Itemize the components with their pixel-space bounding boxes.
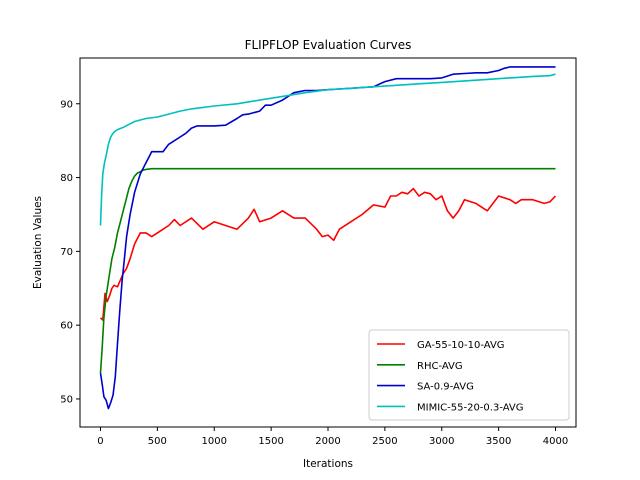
x-tick-label: 1500	[258, 436, 283, 447]
plot-area	[99, 66, 557, 410]
legend-label-1: GA-55-10-10-AVG	[417, 340, 505, 351]
y-tick-label: 80	[60, 173, 73, 184]
x-tick-label: 500	[148, 436, 167, 447]
x-axis-label: Iterations	[303, 458, 353, 470]
y-axis-label: Evaluation Values	[32, 196, 44, 289]
y-tick-label: 50	[60, 394, 73, 405]
series-line-3	[99, 66, 556, 410]
legend-box	[368, 329, 570, 421]
x-tick-label: 1000	[202, 436, 227, 447]
y-tick-label: 90	[60, 99, 73, 110]
y-tick-label: 60	[60, 321, 73, 332]
chart-title: FLIPFLOP Evaluation Curves	[245, 38, 412, 52]
x-tick-label: 3500	[486, 436, 511, 447]
x-tick-label: 3000	[429, 436, 454, 447]
x-tick-label: 0	[97, 436, 103, 447]
x-tick-label: 4000	[543, 436, 568, 447]
legend-label-4: MIMIC-55-20-0.3-AVG	[417, 402, 524, 413]
legend-label-3: SA-0.9-AVG	[417, 382, 474, 393]
x-tick-label: 2000	[315, 436, 340, 447]
legend: GA-55-10-10-AVG RHC-AVG SA-0.9-AVG MIMIC-55…	[368, 329, 570, 421]
legend-label-2: RHC-AVG	[417, 361, 463, 372]
y-tick-label: 70	[60, 247, 73, 258]
axes: 0 500 1000 1500 2000 2500 3000 3500 4000 50 60 70 80…	[60, 57, 577, 447]
series-line-4	[99, 73, 556, 226]
x-tick-label: 2500	[372, 436, 397, 447]
series-line-2	[99, 167, 556, 374]
series-line-1	[99, 187, 557, 321]
